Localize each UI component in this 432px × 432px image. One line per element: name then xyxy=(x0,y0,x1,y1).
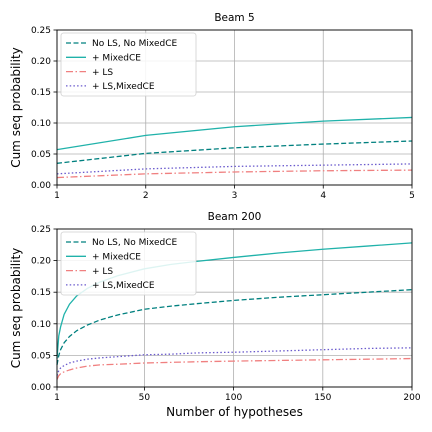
series-line-1 xyxy=(56,289,413,365)
y-tick-label: 0.20 xyxy=(31,57,51,67)
legend-label: No LS, No MixedCE xyxy=(92,39,177,49)
series-line-1 xyxy=(56,140,413,164)
legend-box xyxy=(60,32,197,97)
y-tick-label: 0.10 xyxy=(31,119,51,129)
legend-label: + MixedCE xyxy=(92,253,141,263)
series-line-4 xyxy=(56,347,413,376)
x-tick-label: 5 xyxy=(409,191,415,201)
y-tick-label: 0.15 xyxy=(31,88,51,98)
y-tick-label: 0.00 xyxy=(31,383,51,393)
x-tick-label: 100 xyxy=(225,393,242,403)
x-tick-label: 2 xyxy=(143,191,149,201)
series-line-2 xyxy=(56,116,413,151)
chart-panel-2: 1 50 100 150 2000.000.050.100.150.200.25Beam… xyxy=(9,211,421,419)
y-tick-label: 0.25 xyxy=(31,225,51,235)
legend: No LS, No MixedCE + MixedCE + LS + LS,Mixed… xyxy=(60,231,197,296)
y-tick-label: 0.00 xyxy=(31,181,51,191)
x-tick-label: 4 xyxy=(320,191,326,201)
y-axis-label: Cum seq probability xyxy=(9,248,23,369)
legend-label: + LS xyxy=(92,68,113,78)
chart-title: Beam 200 xyxy=(208,211,262,223)
y-tick-label: 0.10 xyxy=(31,320,51,330)
y-axis-label: Cum seq probability xyxy=(9,47,23,168)
x-axis-label: Number of hypotheses xyxy=(166,405,303,419)
legend-box xyxy=(60,231,197,296)
legend-label: No LS, No MixedCE xyxy=(92,238,177,248)
x-tick-label: 50 xyxy=(139,393,151,403)
legend-label: + LS,MixedCE xyxy=(92,281,155,291)
y-tick-label: 0.15 xyxy=(31,288,51,298)
plot-frame xyxy=(56,228,413,388)
y-tick-label: 0.20 xyxy=(31,257,51,267)
y-tick-label: 0.05 xyxy=(31,351,51,361)
x-tick-label: 1 xyxy=(54,393,60,403)
legend-label: + LS,MixedCE xyxy=(92,82,155,92)
y-tick-label: 0.05 xyxy=(31,150,51,160)
series-line-4 xyxy=(56,163,413,175)
series-line-3 xyxy=(56,169,413,179)
legend-label: + MixedCE xyxy=(92,54,141,64)
y-tick-label: 0.25 xyxy=(31,26,51,36)
chart-panel-1: 1 2 3 4 5 0.00 0.05 0.10 0.15 0.20 0.25 Beam 5 Cum s… xyxy=(9,12,415,201)
legend-label: + LS xyxy=(92,267,113,277)
chart-title: Beam 5 xyxy=(214,12,254,24)
x-tick-label: 150 xyxy=(314,393,331,403)
legend: No LS, No MixedCE + MixedCE + LS + LS,Mixed… xyxy=(60,32,197,97)
x-tick-label: 200 xyxy=(403,393,420,403)
x-tick-label: 3 xyxy=(232,191,238,201)
x-tick-label: 1 xyxy=(54,191,60,201)
